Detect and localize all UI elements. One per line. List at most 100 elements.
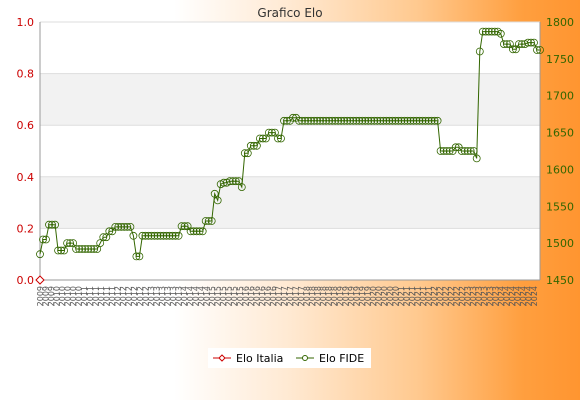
data-point-elo-fide — [165, 231, 174, 240]
right-tick-label: 1450 — [546, 274, 574, 287]
x-tick-label: 2011 — [102, 286, 111, 306]
legend-box — [208, 348, 371, 368]
data-point-elo-fide — [180, 222, 189, 231]
data-point-elo-fide — [325, 116, 334, 125]
x-tick-label: 2018 — [314, 286, 323, 306]
x-tick-label: 2022 — [447, 286, 456, 306]
x-tick-label: 2012 — [125, 286, 134, 306]
data-point-elo-fide — [198, 227, 207, 236]
x-tick-label: 2016 — [269, 286, 278, 306]
data-point-elo-fide — [457, 147, 466, 155]
x-tick-label: 2024 — [508, 286, 517, 306]
x-tick-label: 2009 — [47, 286, 56, 306]
data-point-elo-fide — [231, 177, 240, 186]
data-point-elo-fide — [527, 38, 535, 47]
x-tick-label: 2023 — [486, 286, 495, 306]
data-point-elo-fide — [225, 177, 234, 186]
data-point-elo-fide — [162, 231, 171, 240]
data-point-elo-fide — [394, 116, 403, 125]
data-point-elo-fide — [355, 116, 364, 125]
x-tick-label: 2020 — [386, 286, 395, 306]
x-tick-label: 2009 — [36, 286, 45, 306]
x-tick-label: 2014 — [202, 286, 211, 306]
data-point-elo-fide — [228, 177, 237, 186]
data-point-elo-fide — [114, 222, 123, 231]
data-point-elo-fide — [274, 134, 282, 143]
x-tick-label: 2019 — [336, 286, 345, 306]
x-tick-label: 2018 — [330, 286, 339, 306]
x-tick-label: 2022 — [441, 286, 450, 306]
data-point-elo-fide — [397, 116, 406, 125]
data-point-elo-fide — [57, 246, 65, 255]
data-point-elo-fide — [445, 147, 454, 155]
x-tick-label: 2019 — [341, 286, 350, 306]
x-tick-label: 2010 — [69, 286, 78, 306]
left-tick-label: 0.6 — [17, 119, 35, 132]
x-tick-label: 2015 — [219, 286, 228, 306]
data-point-elo-fide — [249, 141, 258, 150]
data-point-elo-fide — [466, 147, 475, 155]
plot-band — [40, 22, 540, 74]
data-point-elo-fide — [108, 227, 117, 236]
data-point-elo-fide — [334, 116, 343, 125]
data-point-elo-fide — [343, 116, 352, 125]
data-point-elo-fide — [370, 116, 379, 125]
data-point-elo-fide — [433, 116, 442, 125]
x-tick-label: 2022 — [452, 286, 461, 306]
x-tick-label: 2010 — [52, 286, 61, 306]
left-tick-label: 0.8 — [17, 68, 35, 81]
x-tick-label: 2011 — [86, 286, 95, 306]
data-point-elo-fide — [304, 116, 313, 125]
data-point-elo-fide — [255, 134, 264, 143]
x-tick-label: 2021 — [425, 286, 434, 306]
data-point-elo-fide — [487, 27, 496, 36]
x-tick-label: 2023 — [491, 286, 500, 306]
data-point-elo-fide — [373, 116, 382, 125]
right-tick-label: 1550 — [546, 200, 574, 213]
data-point-elo-fide — [451, 143, 460, 152]
data-point-elo-fide — [96, 239, 105, 248]
right-tick-label: 1750 — [546, 53, 574, 66]
data-point-elo-fide — [153, 231, 162, 240]
data-point-elo-fide — [117, 222, 126, 231]
x-tick-label: 2018 — [325, 286, 334, 306]
x-tick-label: 2021 — [414, 286, 423, 306]
x-tick-label: 2017 — [291, 286, 300, 306]
data-point-elo-fide — [75, 245, 84, 253]
data-point-elo-fide — [39, 235, 47, 244]
x-tick-label: 2012 — [130, 286, 139, 306]
data-point-elo-fide — [379, 116, 388, 125]
plot-band — [40, 228, 540, 280]
data-point-elo-fide — [174, 231, 183, 240]
data-point-elo-fide — [427, 116, 436, 125]
data-point-elo-fide — [352, 116, 361, 125]
data-point-elo-fide — [150, 231, 159, 240]
right-tick-label: 1700 — [546, 90, 574, 103]
x-tick-label: 2011 — [91, 286, 100, 306]
data-point-elo-fide — [319, 116, 328, 125]
data-point-elo-fide — [406, 116, 415, 125]
data-point-elo-fide — [298, 116, 306, 125]
plot-area — [40, 22, 540, 280]
x-tick-label: 2020 — [369, 286, 378, 306]
x-tick-label: 2021 — [402, 286, 411, 306]
data-point-elo-fide — [509, 45, 517, 54]
series-line-elo-fide — [39, 31, 540, 257]
data-point-elo-fide — [418, 116, 427, 125]
x-tick-label: 2013 — [175, 286, 184, 306]
data-point-elo-fide — [337, 116, 346, 125]
x-tick-label: 2013 — [158, 286, 167, 306]
data-point-elo-fide — [237, 183, 246, 192]
data-point-elo-fide — [213, 196, 222, 205]
x-tick-label: 2010 — [75, 286, 84, 306]
data-point-elo-fide — [536, 46, 544, 54]
data-point-elo-fide — [460, 147, 469, 155]
data-point-elo-fide — [436, 147, 445, 155]
data-point-elo-fide — [515, 40, 523, 48]
right-tick-label: 1650 — [546, 127, 574, 140]
x-tick-label: 2016 — [264, 286, 273, 306]
x-tick-label: 2015 — [214, 286, 223, 306]
data-point-elo-fide — [210, 189, 219, 198]
data-point-elo-fide — [129, 231, 138, 240]
x-tick-label: 2023 — [464, 286, 473, 306]
